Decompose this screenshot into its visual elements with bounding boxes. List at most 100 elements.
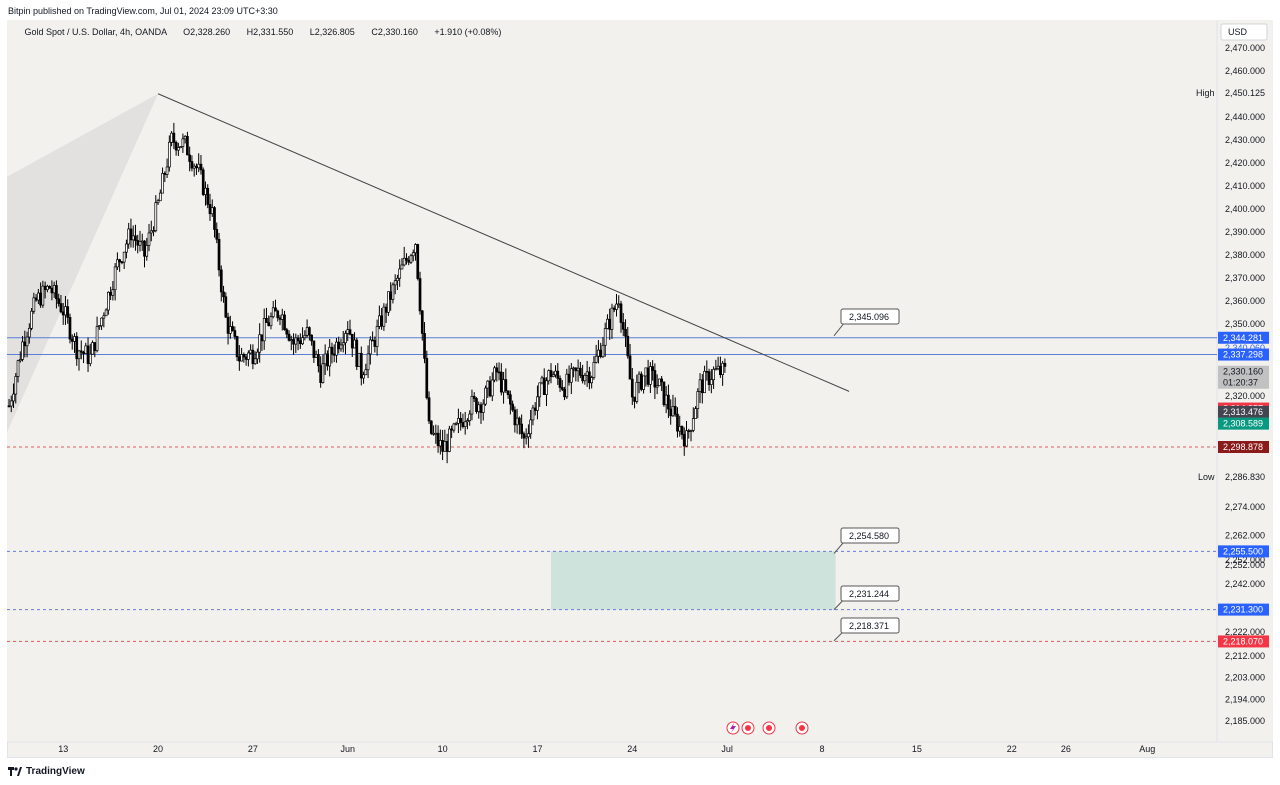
candle-body xyxy=(459,418,463,423)
callout-box xyxy=(840,585,900,602)
candle-body xyxy=(179,146,182,148)
price-tick: 2,203.000 xyxy=(1225,673,1265,683)
candle-body xyxy=(292,339,295,345)
time-tick: Jul xyxy=(721,744,733,754)
candle-body xyxy=(583,375,587,382)
candle-body xyxy=(359,352,363,379)
candle-body xyxy=(9,400,13,407)
candle-body xyxy=(380,315,383,327)
candle-body xyxy=(312,340,316,358)
candle-body xyxy=(642,375,645,390)
candle-body xyxy=(709,379,713,386)
candle-body xyxy=(107,291,110,311)
candle-body xyxy=(16,360,20,377)
candle-body xyxy=(714,368,718,370)
candle-body xyxy=(371,339,374,342)
candle-body xyxy=(32,297,36,312)
fan-drawing[interactable] xyxy=(7,93,159,433)
candle-body xyxy=(529,419,533,435)
trendline[interactable] xyxy=(157,93,850,392)
time-tick: 24 xyxy=(627,744,637,754)
candle-body xyxy=(339,344,343,350)
target-zone[interactable] xyxy=(551,551,836,610)
candle-body xyxy=(504,379,508,392)
candle-body xyxy=(515,417,519,426)
candle-body xyxy=(158,192,162,202)
price-callout[interactable]: 2,254.580 xyxy=(833,527,900,554)
candle-body xyxy=(253,358,257,365)
candle-body xyxy=(170,132,173,143)
candle-body xyxy=(167,141,171,168)
candle-body xyxy=(633,396,636,402)
candle-body xyxy=(457,418,460,424)
badge-bg xyxy=(1218,635,1269,648)
candle-body xyxy=(348,329,352,335)
plot-area[interactable] xyxy=(7,20,1217,742)
badge-label: 01:20:37 xyxy=(1223,378,1258,388)
candle-body xyxy=(285,329,289,335)
price-callouts[interactable]: 2,345.096 2,254.580 2,231.244 2,218.371 xyxy=(833,308,900,642)
candle-body xyxy=(655,385,659,388)
candle-body xyxy=(615,303,618,310)
candle-body xyxy=(423,333,426,359)
symbol-legend[interactable]: Gold Spot / U.S. Dollar, 4h, OANDA O2,32… xyxy=(12,27,509,37)
candle-body xyxy=(100,317,103,327)
candle-body xyxy=(382,306,386,327)
candle-body xyxy=(619,303,623,323)
candle-body xyxy=(310,334,313,342)
time-tick: 15 xyxy=(912,744,922,754)
candle-body xyxy=(425,357,429,399)
callout-label: 2,345.096 xyxy=(849,312,889,322)
candle-body xyxy=(258,334,262,353)
price-callout[interactable]: 2,345.096 xyxy=(833,308,900,337)
candle-body xyxy=(626,335,630,357)
candle-body xyxy=(265,318,268,323)
candle-body xyxy=(556,370,560,379)
candle-body xyxy=(391,284,395,300)
candle-body xyxy=(685,430,688,447)
candle-body xyxy=(335,341,338,356)
candle-body xyxy=(303,334,307,339)
price-tick: 2,262.000 xyxy=(1225,531,1265,541)
candle-body xyxy=(682,434,686,447)
candlestick-series xyxy=(7,122,727,464)
price-badge: 2,337.298 xyxy=(1218,348,1269,361)
candle-body xyxy=(208,204,212,215)
trendline-drawing[interactable] xyxy=(157,93,850,392)
candle-body xyxy=(565,373,569,398)
currency-button[interactable] xyxy=(1220,23,1268,41)
candle-body xyxy=(646,367,650,385)
price-callout[interactable]: 2,218.371 xyxy=(833,617,900,642)
candle-body xyxy=(197,163,201,169)
price-callout[interactable]: 2,231.244 xyxy=(833,585,900,611)
candle-body xyxy=(156,200,160,204)
price-tick: 2,212.000 xyxy=(1225,651,1265,661)
footer-brand[interactable]: TradingView xyxy=(26,766,85,777)
price-chart[interactable]: 2,345.096 2,254.580 2,231.244 2,218.371 Gol… xyxy=(7,20,1273,758)
badge-bg xyxy=(1218,441,1269,454)
candle-body xyxy=(588,371,591,384)
candle-body xyxy=(224,296,228,318)
candle-body xyxy=(109,291,112,296)
badge-label: 2,308.589 xyxy=(1223,419,1263,429)
candle-body xyxy=(30,310,33,329)
fan-shape[interactable] xyxy=(7,93,159,433)
candle-body xyxy=(55,285,58,300)
badge-bg xyxy=(1218,417,1269,430)
candle-body xyxy=(276,310,280,319)
economic-events[interactable] xyxy=(726,721,809,735)
price-badge: 2,308.589 xyxy=(1218,417,1269,430)
candle-body xyxy=(64,306,67,316)
price-badge: 2,344.281 xyxy=(1218,331,1269,344)
candle-body xyxy=(337,341,341,350)
candle-body xyxy=(125,243,128,253)
zone-rect[interactable] xyxy=(551,551,836,610)
candle-body xyxy=(97,325,101,328)
price-axis-ticks: 2,470.000 2,460.000 2,440.000 2,430.000 2,42… xyxy=(1225,43,1265,726)
candle-body xyxy=(405,257,408,261)
badge-bg xyxy=(1218,376,1269,389)
candle-body xyxy=(560,387,564,390)
time-axis-ticks: 13 20 27 Jun 10 17 24 Jul 8 15 22 26 Aug xyxy=(58,744,1155,754)
candle-body xyxy=(152,230,155,232)
candle-body xyxy=(269,316,273,327)
